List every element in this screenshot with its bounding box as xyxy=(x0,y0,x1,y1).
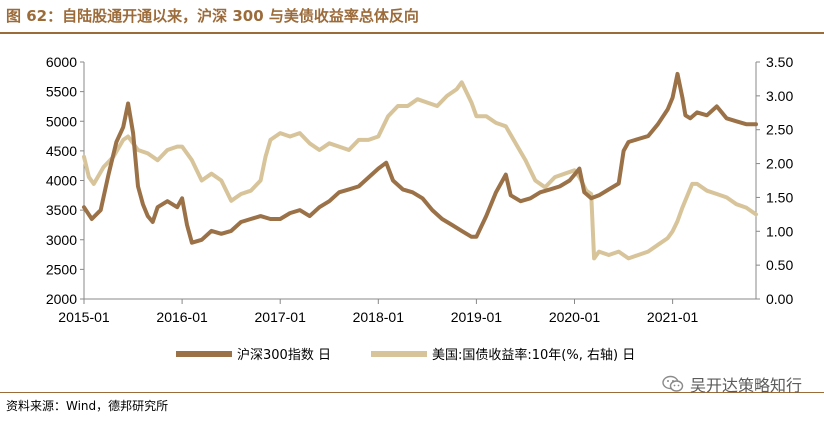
right-tick-label: 2.50 xyxy=(766,122,793,138)
left-axis: 2000 2500 3000 3500 4000 4500 5000 5500 6000 xyxy=(46,54,84,307)
right-tick-label: 0.00 xyxy=(766,291,793,307)
right-tick-label: 0.50 xyxy=(766,257,793,273)
title-rule xyxy=(0,32,824,34)
x-tick-label: 2016-01 xyxy=(156,309,208,325)
x-axis: 2015-01 2016-01 2017-01 2018-01 2019-01 2020-… xyxy=(58,299,699,325)
right-axis: 0.00 0.50 1.00 1.50 2.00 2.50 3.00 3.50 xyxy=(756,54,793,307)
right-tick-label: 3.50 xyxy=(766,54,793,70)
source-note: 资料来源：Wind，德邦研究所 xyxy=(6,399,169,413)
watermark: 吴开达策略知行 xyxy=(662,372,802,396)
right-tick-label: 2.00 xyxy=(766,156,793,172)
chart-frame xyxy=(83,62,757,300)
x-tick-label: 2019-01 xyxy=(451,309,503,325)
left-tick-label: 4000 xyxy=(46,173,77,189)
figure-title: 图 62：自陆股通开通以来，沪深 300 与美债收益率总体反向 xyxy=(6,7,419,25)
left-tick-label: 5500 xyxy=(46,84,77,100)
left-tick-label: 5000 xyxy=(46,113,77,129)
x-tick-label: 2017-01 xyxy=(255,309,307,325)
right-tick-label: 1.50 xyxy=(766,189,793,205)
left-tick-label: 4500 xyxy=(46,143,77,159)
left-tick-label: 2500 xyxy=(46,261,77,277)
right-tick-label: 1.00 xyxy=(766,223,793,239)
legend-label-ust10y: 美国:国债收益率:10年(%, 右轴) 日 xyxy=(432,347,635,363)
left-tick-label: 6000 xyxy=(46,54,77,70)
x-tick-label: 2021-01 xyxy=(647,309,699,325)
x-tick-label: 2018-01 xyxy=(353,309,405,325)
x-tick-label: 2020-01 xyxy=(549,309,601,325)
left-tick-label: 2000 xyxy=(46,291,77,307)
footer-rule xyxy=(0,392,824,393)
wechat-icon xyxy=(662,375,684,392)
legend-label-hs300: 沪深300指数 日 xyxy=(237,347,331,363)
chart: 2000 2500 3000 3500 4000 4500 5000 5500 6000 0.0… xyxy=(46,54,794,363)
series-lines xyxy=(82,71,758,261)
left-tick-label: 3000 xyxy=(46,232,77,248)
right-tick-label: 3.00 xyxy=(766,88,793,104)
legend: 沪深300指数 日 美国:国债收益率:10年(%, 右轴) 日 xyxy=(176,347,635,363)
x-tick-label: 2015-01 xyxy=(58,309,110,325)
left-tick-label: 3500 xyxy=(46,202,77,218)
series-line-ust10y xyxy=(82,80,758,261)
watermark-text: 吴开达策略知行 xyxy=(689,376,802,395)
series-line-hs300 xyxy=(82,71,758,245)
